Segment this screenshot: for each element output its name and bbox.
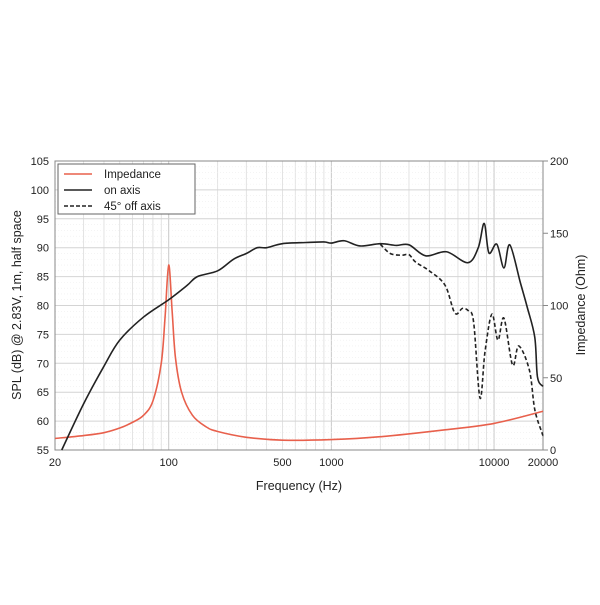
y2-tick-label: 100 (550, 301, 568, 313)
x-tick-label: 20 (49, 457, 61, 469)
y-tick-label: 70 (37, 358, 49, 370)
series-line-impedance (54, 264, 544, 442)
x-tick-label: 20000 (528, 457, 559, 469)
x-tick-label: 100 (160, 457, 178, 469)
x-tick-label: 10000 (479, 457, 510, 469)
x-axis-title: Frequency (Hz) (256, 479, 342, 493)
y-tick-label: 55 (37, 445, 49, 457)
y-axis-title: SPL (dB) @ 2.83V, 1m, half space (10, 210, 24, 400)
legend-label-off-axis: 45° off axis (104, 201, 161, 213)
legend-label-impedance: Impedance (104, 169, 161, 181)
y-tick-label: 100 (31, 185, 49, 197)
y-tick-label: 80 (37, 301, 49, 313)
y-tick-label: 90 (37, 243, 49, 255)
legend-label-on-axis: on axis (104, 185, 141, 197)
x-tick-label: 500 (273, 457, 291, 469)
x-tick-label: 1000 (319, 457, 343, 469)
y-tick-label: 65 (37, 387, 49, 399)
legend: Impedance on axis 45° off axis (57, 163, 196, 215)
y2-tick-label: 150 (550, 228, 568, 240)
series-layer (54, 222, 544, 451)
y2-tick-label: 0 (550, 445, 556, 457)
y2-tick-label: 50 (550, 373, 562, 385)
y-tick-label: 75 (37, 329, 49, 341)
y-tick-label: 105 (31, 156, 49, 168)
y2-tick-label: 200 (550, 156, 568, 168)
y-tick-label: 85 (37, 272, 49, 284)
series-line-off-axis (379, 243, 544, 437)
y-tick-label: 95 (37, 214, 49, 226)
y-tick-label: 60 (37, 416, 49, 428)
y2-axis-title: Impedance (Ohm) (574, 255, 588, 356)
tick-labels: 20 100 500 1000 10000 20000556065707580859095… (31, 156, 569, 469)
series-line-on-axis (61, 222, 544, 451)
